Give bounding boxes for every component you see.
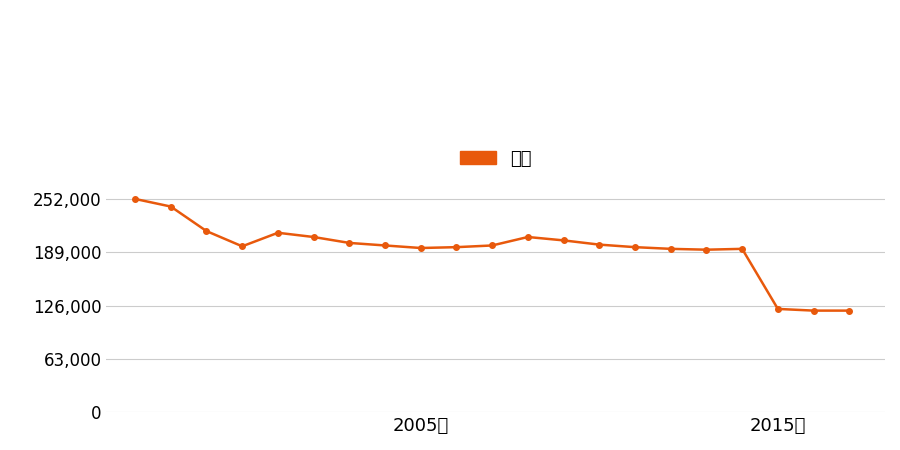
Legend: 価格: 価格 bbox=[453, 143, 539, 175]
